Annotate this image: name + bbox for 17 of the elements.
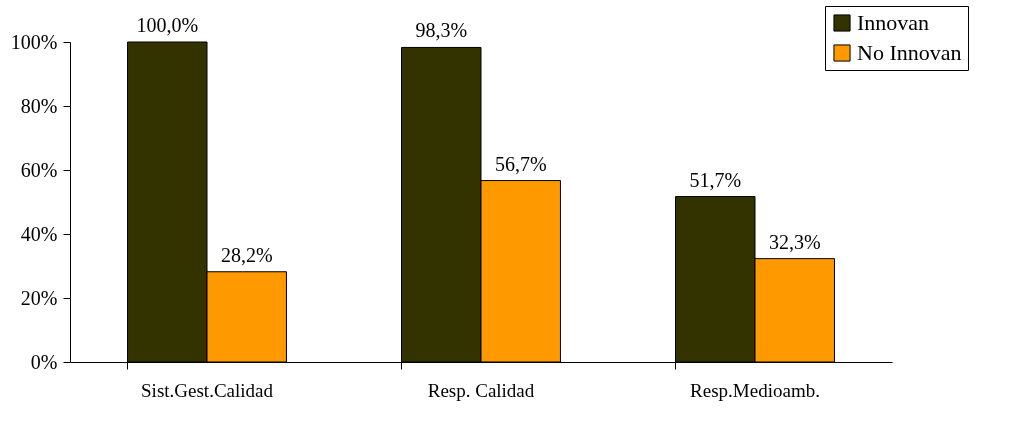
x-tick-label: Sist.Gest.Calidad [141, 379, 274, 401]
data-label: 28,2% [220, 243, 273, 266]
data-label: 98,3% [415, 19, 468, 42]
legend-label: No Innovan [857, 40, 962, 65]
y-tick-label: 20% [20, 286, 58, 309]
y-tick-label: 80% [20, 94, 58, 117]
data-label: 100,0% [136, 14, 199, 36]
legend-label: Innovan [857, 10, 930, 35]
y-tick-label: 60% [20, 158, 58, 181]
data-label: 56,7% [494, 152, 547, 175]
y-tick-label: 0% [30, 350, 58, 373]
data-label: 51,7% [689, 168, 742, 191]
y-tick-label: 40% [20, 222, 58, 245]
data-label: 32,3% [768, 230, 821, 253]
y-tick-label: 100% [10, 30, 58, 53]
x-tick-label: Resp.Medioamb. [690, 379, 820, 401]
x-tick-label: Resp. Calidad [427, 379, 535, 401]
